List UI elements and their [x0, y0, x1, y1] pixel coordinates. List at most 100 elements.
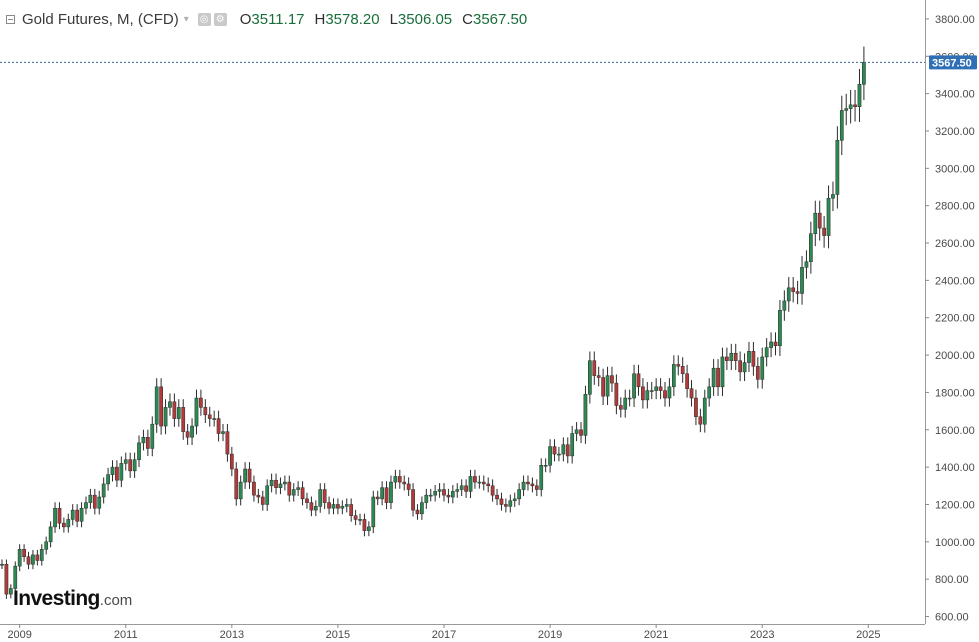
last-price-badge: [929, 55, 977, 70]
candle-body: [132, 459, 137, 472]
time-tick-label: 2015: [326, 629, 350, 641]
candle-body: [154, 386, 159, 425]
candle-body: [327, 502, 331, 509]
candle-body: [579, 429, 583, 436]
candle-body: [654, 386, 659, 391]
candle-body: [773, 341, 778, 346]
candle-body: [340, 506, 345, 509]
candle-body: [331, 504, 336, 509]
candle-body: [229, 453, 234, 470]
close-value: 3567.50: [473, 10, 528, 28]
high-value: 3578.20: [325, 10, 380, 28]
candle-body: [831, 194, 835, 199]
candle-body: [817, 212, 822, 229]
high-label: H: [314, 10, 326, 28]
candle-body: [592, 360, 597, 376]
candle-body: [543, 465, 548, 467]
candle-body: [190, 425, 194, 438]
candle-body: [809, 233, 813, 262]
candle-body: [221, 431, 225, 434]
candle-body: [137, 442, 141, 460]
candle-body: [539, 465, 544, 490]
candle-body: [504, 504, 508, 507]
candle-body: [199, 397, 203, 408]
candle-body: [747, 351, 751, 363]
candle-body: [159, 386, 163, 427]
candle-body: [552, 446, 557, 455]
candle-body: [397, 476, 402, 483]
candle-body: [561, 444, 566, 455]
candle-body: [106, 474, 110, 485]
candle-body: [48, 526, 53, 543]
ohlc-open: O3511.17: [240, 11, 305, 28]
candle-body: [252, 481, 256, 496]
price-tick-label: 3800.00: [935, 14, 975, 26]
eye-icon[interactable]: ◎: [197, 12, 211, 26]
candle-body: [517, 489, 521, 500]
candle-body: [265, 485, 270, 505]
candle-body: [442, 489, 446, 496]
candle-body: [101, 483, 106, 498]
candle-body: [283, 481, 287, 485]
candle-body: [521, 481, 526, 490]
price-axis: 600.00 800.00 1000.00 1200.00 1400.00 1600.00…: [925, 14, 975, 624]
price-tick-label: 2400.00: [935, 275, 975, 287]
logo-suffix: .com: [99, 592, 133, 609]
ohlc-low: L3506.05: [390, 11, 453, 28]
candle-body: [526, 481, 530, 485]
candle-body: [530, 483, 535, 487]
candle-body: [645, 390, 650, 401]
candle-body: [596, 375, 601, 378]
candle-body: [172, 401, 177, 419]
candle-body: [371, 496, 376, 528]
candle-body: [168, 401, 172, 408]
candle-body: [512, 498, 517, 501]
candle-body: [490, 485, 495, 496]
gear-icon[interactable]: ⚙: [213, 12, 227, 26]
candle-body: [649, 390, 654, 392]
collapse-icon[interactable]: [6, 14, 15, 24]
low-value: 3506.05: [397, 10, 453, 28]
candle-body: [216, 418, 221, 434]
candle-body: [225, 431, 230, 455]
candle-body: [676, 364, 681, 367]
candle-body: [278, 483, 283, 488]
candle-body: [353, 515, 358, 520]
candle-body: [755, 366, 760, 380]
last-price-label: 3567.50: [932, 57, 972, 69]
candle-body: [570, 433, 575, 457]
candle-body: [499, 498, 504, 505]
candle-body: [862, 62, 866, 85]
candle-body: [269, 479, 274, 487]
candle-body: [181, 407, 186, 432]
last-price-tag: 3567.50: [929, 55, 977, 69]
logo-name: Investing: [13, 587, 100, 610]
candle-body: [22, 549, 26, 558]
candle-body: [557, 453, 561, 456]
price-tick-label: 2600.00: [935, 238, 975, 250]
candle-body: [296, 487, 300, 490]
candle-body: [207, 414, 212, 419]
symbol-title[interactable]: Gold Futures, M, (CFD): [22, 10, 179, 28]
price-tick-label: 800.00: [935, 574, 969, 586]
candle-body: [39, 549, 44, 561]
candle-body: [495, 494, 499, 500]
candle-body: [212, 418, 217, 420]
candle-body: [44, 541, 49, 550]
candle-body: [349, 504, 354, 516]
candle-body: [0, 563, 4, 566]
candle-body: [720, 356, 725, 388]
candle-body: [234, 468, 239, 500]
candle-body: [848, 104, 853, 109]
candle-body: [256, 494, 261, 498]
candle-body: [79, 507, 84, 522]
candle-body: [751, 351, 756, 367]
chevron-down-icon[interactable]: ▾: [183, 13, 189, 25]
candle-body: [641, 386, 645, 401]
candle-body: [238, 481, 243, 500]
candle-body: [243, 468, 247, 483]
price-tick-label: 1200.00: [935, 499, 975, 511]
price-tick-label: 3000.00: [935, 163, 975, 175]
candle-body: [4, 563, 9, 595]
